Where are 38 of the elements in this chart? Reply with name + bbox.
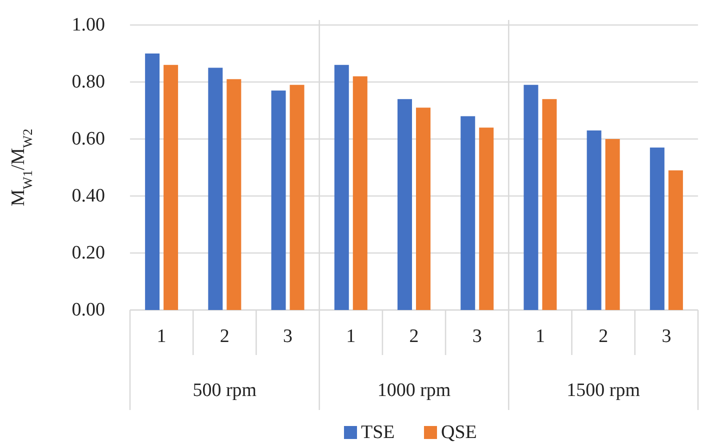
x-tick-label: 2: [598, 326, 608, 347]
x-tick-label: 1: [535, 326, 545, 347]
bar: [226, 79, 242, 310]
y-tick-label: 0.60: [72, 128, 105, 150]
y-tick-label: 0.80: [72, 72, 105, 92]
bar: [290, 84, 304, 310]
y-tick-label: 0.40: [72, 186, 105, 206]
bar: [586, 130, 602, 310]
bar: [668, 170, 683, 310]
bar: [271, 90, 286, 310]
legend-label: TSE: [361, 422, 395, 443]
bar: [650, 148, 664, 310]
legend-label: QSE: [441, 422, 477, 443]
bar: [416, 108, 430, 310]
text: 1500 rpm: [566, 380, 640, 401]
bar: [460, 116, 476, 310]
x-tick-label: 2: [220, 326, 230, 347]
text: 500 rpm: [192, 380, 257, 401]
x-tick-label: 3: [662, 326, 672, 347]
bar: [164, 64, 178, 310]
bar: [398, 99, 412, 310]
bar: [334, 64, 349, 310]
bar: [145, 54, 160, 310]
x-tick-label: 3: [472, 326, 482, 347]
bar: [542, 99, 557, 310]
x-tick-label: 1: [346, 326, 356, 347]
y-tick-label: 0.00: [72, 300, 105, 320]
text: 1000 rpm: [377, 380, 451, 401]
x-tick-label: 3: [283, 326, 293, 347]
x-tick-label: 1: [156, 326, 166, 347]
bar: [352, 76, 368, 310]
bar: [524, 84, 538, 310]
y-tick-label: 0.20: [72, 242, 105, 264]
y-tick-label: 1.00: [72, 14, 105, 36]
x-tick-label: 2: [409, 326, 419, 347]
bar: [479, 128, 494, 310]
bar: [605, 139, 620, 310]
bar: [208, 68, 223, 310]
